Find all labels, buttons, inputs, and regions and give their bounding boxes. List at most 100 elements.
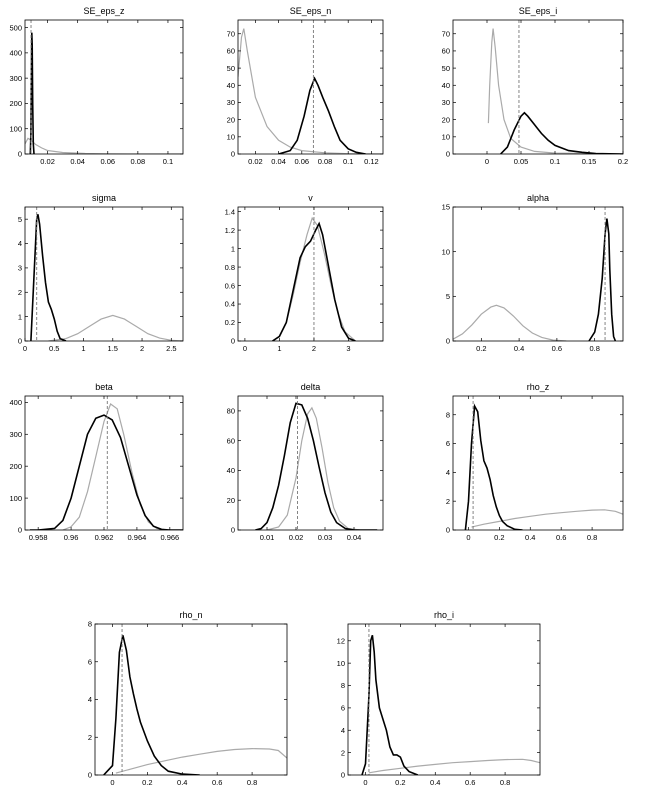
- x-tick-label: 0.1: [163, 157, 173, 166]
- axes-box: [24, 206, 184, 342]
- y-tick-label: 100: [9, 124, 22, 133]
- x-tick-label: 0.15: [582, 157, 597, 166]
- y-tick-label: 8: [446, 410, 450, 419]
- y-tick-label: 2: [88, 733, 92, 742]
- chart-panel: beta 0.958 0.96 0.962 0.964 0.966 0 100 200 300 40…: [9, 382, 184, 542]
- x-tick-label: 0.962: [95, 533, 114, 542]
- x-tick-label: 0.05: [514, 157, 529, 166]
- x-tick-label: 0.958: [29, 533, 48, 542]
- x-tick-label: 0: [485, 157, 489, 166]
- chart-panel: rho_i 0 0.2 0.4 0.6 0.8 0 2 4 6 8 10 12: [337, 610, 541, 787]
- panel-title: rho_z: [527, 382, 550, 392]
- y-tick-label: 0: [446, 526, 450, 535]
- chart-panel: rho_n 0 0.2 0.4 0.6 0.8 0 2 4 6 8: [88, 610, 288, 787]
- x-tick-label: 0.6: [212, 778, 222, 787]
- prior-density-line: [471, 509, 623, 528]
- posterior-density-line: [255, 402, 378, 530]
- prior-density-line: [453, 304, 567, 341]
- panel-title: sigma: [92, 193, 116, 203]
- y-tick-label: 20: [227, 496, 235, 505]
- posterior-density-line: [500, 111, 623, 154]
- x-tick-label: 0.2: [395, 778, 405, 787]
- y-tick-label: 12: [337, 636, 345, 645]
- y-tick-label: 10: [442, 133, 450, 142]
- x-tick-label: 1.5: [108, 344, 118, 353]
- x-tick-label: 3: [346, 344, 350, 353]
- panel-title: SE_eps_z: [83, 6, 125, 16]
- x-tick-label: 0.6: [465, 778, 475, 787]
- x-tick-label: 0: [243, 344, 247, 353]
- axes-box: [452, 19, 624, 155]
- posterior-density-line: [588, 218, 617, 341]
- y-tick-label: 0: [231, 337, 235, 346]
- axes-box: [347, 623, 541, 776]
- y-tick-label: 2: [446, 497, 450, 506]
- y-tick-label: 6: [88, 657, 92, 666]
- y-tick-label: 40: [442, 81, 450, 90]
- chart-panel: SE_eps_n 0.02 0.04 0.06 0.08 0.1 0.12 0 10 20 30 40…: [227, 6, 384, 166]
- panel-title: v: [308, 193, 313, 203]
- x-tick-label: 0.02: [248, 157, 263, 166]
- y-tick-label: 8: [88, 620, 92, 629]
- panel-title: SE_eps_i: [519, 6, 558, 16]
- y-tick-label: 3: [18, 264, 22, 273]
- prior-density-line: [115, 747, 287, 774]
- y-tick-label: 1: [231, 244, 235, 253]
- axes-box: [94, 623, 288, 776]
- y-tick-label: 0: [231, 150, 235, 159]
- y-tick-label: 4: [446, 468, 450, 477]
- chart-panel: v 0 1 2 3 0 0.2 0.4 0.6 0.8 1 1.2 1.4: [225, 193, 384, 353]
- panel-title: beta: [95, 382, 113, 392]
- y-tick-label: 0.6: [225, 281, 235, 290]
- chart-panel: sigma 0 0.5 1 1.5 2 2.5 0 1 2 3 4 5: [18, 193, 184, 353]
- y-tick-label: 10: [227, 133, 235, 142]
- axes-box: [237, 19, 384, 155]
- y-tick-label: 20: [442, 115, 450, 124]
- y-tick-label: 1.2: [225, 226, 235, 235]
- y-tick-label: 2: [341, 748, 345, 757]
- x-tick-label: 0.96: [64, 533, 79, 542]
- x-tick-label: 0.5: [49, 344, 59, 353]
- chart-panel: rho_z 0 0.2 0.4 0.6 0.8 0 2 4 6 8: [446, 382, 624, 542]
- chart-panel: SE_eps_z 0.02 0.04 0.06 0.08 0.1 0 100 200 300 400…: [9, 6, 184, 166]
- y-tick-label: 0: [18, 526, 22, 535]
- y-tick-label: 10: [337, 659, 345, 668]
- y-tick-label: 4: [18, 239, 22, 248]
- chart-panel: delta 0.01 0.02 0.03 0.04 0 20 40 60 80: [227, 382, 384, 542]
- axes-box: [452, 395, 624, 531]
- y-tick-label: 100: [9, 494, 22, 503]
- chart-panel: SE_eps_i 0 0.05 0.1 0.15 0.2 0 10 20 30 40 50 60 70: [442, 6, 629, 166]
- x-tick-label: 0.02: [289, 533, 304, 542]
- panel-title: delta: [301, 382, 321, 392]
- y-tick-label: 0: [18, 337, 22, 346]
- y-tick-label: 0.4: [225, 300, 235, 309]
- y-tick-label: 300: [9, 74, 22, 83]
- x-tick-label: 0.08: [318, 157, 333, 166]
- x-tick-label: 0.8: [500, 778, 510, 787]
- axes-box: [24, 19, 184, 155]
- prior-density-line: [487, 28, 623, 154]
- x-tick-label: 0.04: [70, 157, 85, 166]
- x-tick-label: 0.2: [142, 778, 152, 787]
- y-tick-label: 50: [227, 64, 235, 73]
- y-tick-label: 70: [442, 29, 450, 38]
- y-tick-label: 6: [341, 704, 345, 713]
- axes-box: [24, 395, 184, 531]
- posterior-density-line: [361, 634, 419, 775]
- posterior-density-line: [278, 76, 366, 154]
- posterior-density-line: [29, 414, 183, 530]
- y-tick-label: 200: [9, 462, 22, 471]
- panel-title: rho_i: [434, 610, 454, 620]
- y-tick-label: 0: [341, 771, 345, 780]
- prior-density-line: [368, 758, 540, 774]
- posterior-density-line: [29, 32, 35, 154]
- y-tick-label: 1.4: [225, 207, 235, 216]
- y-tick-label: 500: [9, 23, 22, 32]
- y-tick-label: 300: [9, 430, 22, 439]
- posterior-density-line: [464, 403, 523, 530]
- x-tick-label: 1: [81, 344, 85, 353]
- y-tick-label: 20: [227, 115, 235, 124]
- axes-box: [237, 395, 384, 531]
- x-tick-label: 0.964: [128, 533, 147, 542]
